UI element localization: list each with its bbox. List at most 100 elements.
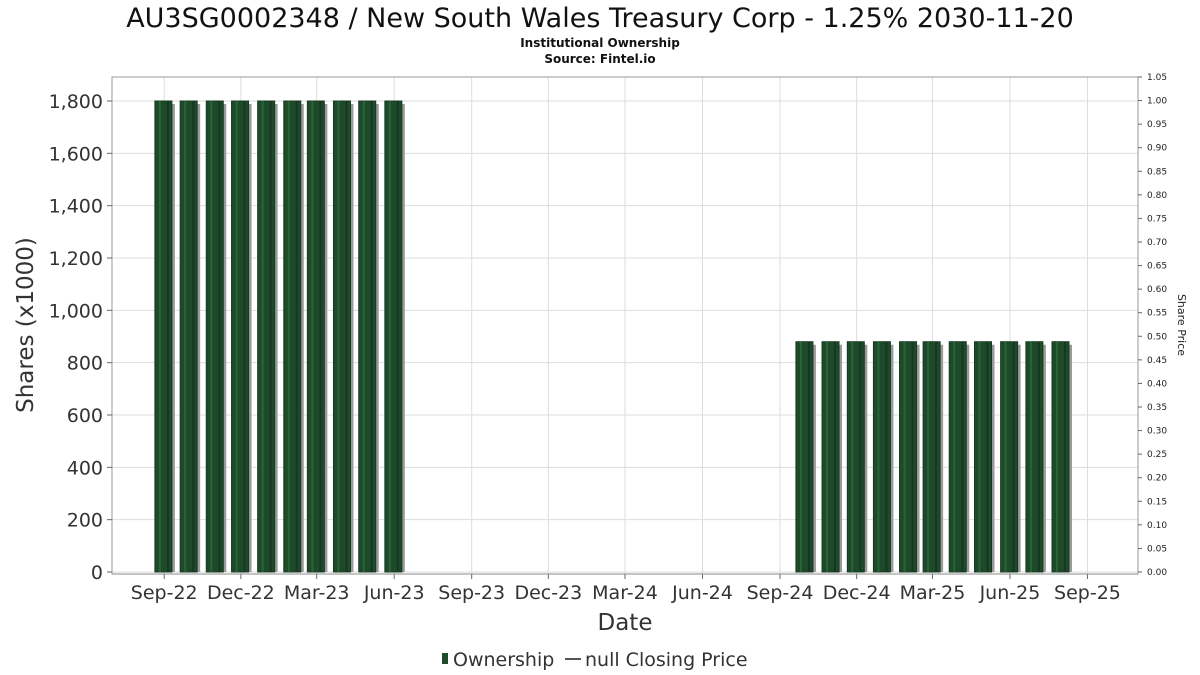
y-tick-label: 200 xyxy=(67,510,103,532)
bar-body xyxy=(1051,341,1070,573)
y2-tick-label: 0.65 xyxy=(1147,262,1167,272)
ownership-bar xyxy=(846,341,868,573)
y2-tick-label: 0.90 xyxy=(1147,144,1167,154)
bar-highlight xyxy=(287,101,290,572)
bar-highlight xyxy=(1029,341,1032,572)
ownership-bar xyxy=(283,100,304,573)
x-tick-label: Mar-24 xyxy=(592,582,658,604)
y-tick-label: 600 xyxy=(67,405,103,427)
bar-body xyxy=(1000,341,1019,573)
ownership-bar xyxy=(205,100,227,573)
bar-inner-edge xyxy=(859,341,862,572)
bar-body xyxy=(872,341,891,573)
bar-inner-edge xyxy=(885,341,888,572)
bar-highlight xyxy=(851,341,854,572)
bar-body xyxy=(283,100,302,573)
y-tick-label: 1,600 xyxy=(49,143,103,165)
bar-highlight xyxy=(261,101,264,572)
x-tick-label: Dec-22 xyxy=(207,582,275,604)
ownership-bar xyxy=(948,341,970,573)
bar-highlight xyxy=(799,341,802,572)
bar-inner-edge xyxy=(396,101,399,572)
bar-highlight xyxy=(927,341,930,572)
x-tick-label: Jun-25 xyxy=(979,582,1041,604)
y2-tick-label: 0.50 xyxy=(1147,332,1167,342)
bar-highlight xyxy=(184,101,187,572)
y2-tick-label: 0.25 xyxy=(1147,450,1167,460)
bar-inner-edge xyxy=(243,101,246,572)
bar-body xyxy=(795,341,814,573)
bar-inner-edge xyxy=(961,341,964,572)
y2-tick-label: 0.00 xyxy=(1147,568,1167,578)
bar-body xyxy=(846,341,865,573)
ownership-bar xyxy=(974,341,995,573)
bar-inner-edge xyxy=(319,101,322,572)
bar-inner-edge xyxy=(218,101,221,572)
ownership-bar xyxy=(1000,341,1021,573)
y-tick-label: 1,200 xyxy=(49,248,103,270)
y2-tick-label: 0.30 xyxy=(1147,427,1167,437)
ownership-bar xyxy=(922,341,944,573)
bar-inner-edge xyxy=(192,101,195,572)
bar-body xyxy=(332,100,351,573)
ownership-bar xyxy=(899,341,920,573)
ownership-bar xyxy=(1051,341,1073,573)
y-tick-label: 800 xyxy=(67,353,103,375)
y2-tick-label: 0.40 xyxy=(1147,379,1167,389)
x-tick-label: Sep-24 xyxy=(747,582,814,604)
legend-price-label: null Closing Price xyxy=(585,649,748,671)
bar-body xyxy=(948,341,967,573)
x-tick-label: Dec-24 xyxy=(823,582,891,604)
bar-highlight xyxy=(826,341,829,572)
x-tick-label: Sep-23 xyxy=(438,582,505,604)
bar-inner-edge xyxy=(345,101,348,572)
bar-inner-edge xyxy=(1037,341,1040,572)
ownership-bar xyxy=(795,341,816,573)
bar-highlight xyxy=(362,101,365,572)
bar-highlight xyxy=(235,101,238,572)
bar-body xyxy=(257,100,276,573)
bar-highlight xyxy=(978,341,981,572)
y-axis-ticks: 0 200 400 600 800 1,000 1,200 1,400 1,600 1,800 xyxy=(49,91,112,584)
bar-highlight xyxy=(311,101,314,572)
x-tick-label: Jun-24 xyxy=(671,582,733,604)
y2-tick-label: 0.15 xyxy=(1147,497,1167,507)
y-tick-label: 0 xyxy=(91,562,103,584)
y2-tick-label: 0.85 xyxy=(1147,167,1167,177)
bar-highlight xyxy=(388,101,391,572)
bar-body xyxy=(384,100,403,573)
bar-body xyxy=(231,100,250,573)
x-tick-label: Mar-25 xyxy=(900,582,966,604)
bar-body xyxy=(899,341,918,573)
y2-axis-label: Share Price xyxy=(1175,294,1188,356)
y2-tick-label: 0.10 xyxy=(1147,521,1167,531)
bar-body xyxy=(154,100,173,573)
x-axis-label: Date xyxy=(598,610,653,636)
bar-highlight xyxy=(158,101,161,572)
y-tick-label: 400 xyxy=(67,457,103,479)
bar-body xyxy=(306,100,325,573)
bar-inner-edge xyxy=(911,341,914,572)
chart-subtitle: Institutional Ownership xyxy=(520,36,680,50)
bars xyxy=(154,100,1073,573)
bar-body xyxy=(179,100,198,573)
y2-tick-label: 0.55 xyxy=(1147,309,1167,319)
bar-inner-edge xyxy=(986,341,989,572)
bar-inner-edge xyxy=(834,341,837,572)
y2-axis-ticks: 0.00 0.05 0.10 0.15 0.20 0.25 0.30 0.35 0.40 0.45… xyxy=(1138,73,1167,578)
bar-highlight xyxy=(953,341,956,572)
y2-tick-label: 1.00 xyxy=(1147,97,1167,107)
x-axis-ticks: Sep-22 Dec-22 Mar-23 Jun-23 Sep-23 Dec-23 Mar-… xyxy=(112,573,1138,604)
ownership-bar xyxy=(306,100,328,573)
bar-inner-edge xyxy=(1064,341,1067,572)
y2-tick-label: 0.05 xyxy=(1147,544,1167,554)
bar-inner-edge xyxy=(269,101,272,572)
bar-body xyxy=(922,341,941,573)
y2-tick-label: 0.95 xyxy=(1147,120,1167,130)
bar-highlight xyxy=(1056,341,1059,572)
bar-inner-edge xyxy=(166,101,169,572)
bar-inner-edge xyxy=(295,101,298,572)
y2-tick-label: 1.05 xyxy=(1147,73,1167,83)
bar-body xyxy=(821,341,840,573)
